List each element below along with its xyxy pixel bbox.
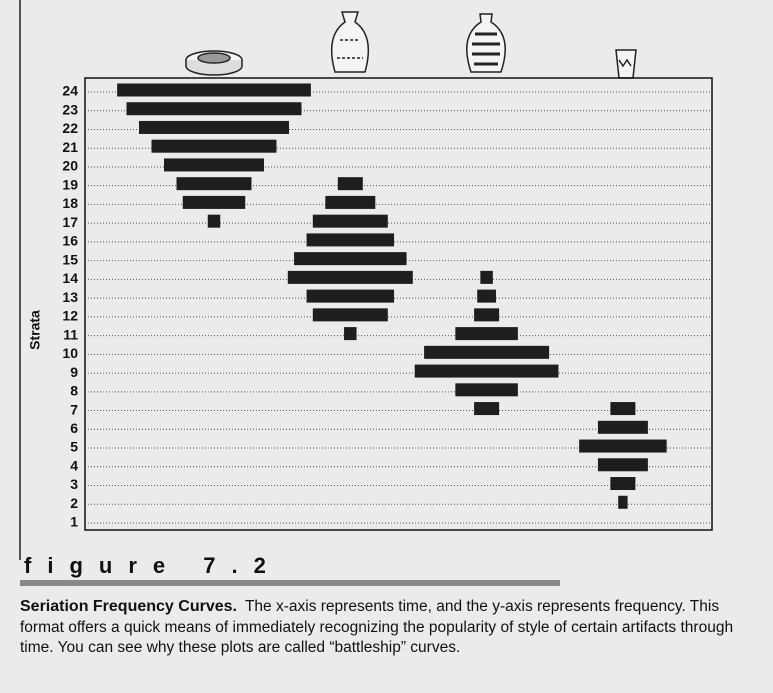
y-tick-label: 3	[70, 476, 78, 492]
bar	[294, 252, 407, 266]
caption-title: Seriation Frequency Curves.	[20, 598, 237, 615]
artifact-icons	[185, 11, 637, 79]
bar	[164, 158, 264, 172]
y-tick-label: 5	[70, 439, 78, 455]
y-tick-label: 16	[62, 233, 78, 249]
bar	[618, 495, 628, 509]
bar	[325, 195, 376, 209]
y-tick-label: 11	[63, 326, 78, 342]
bar	[455, 327, 518, 341]
y-tick-label: 22	[62, 120, 78, 136]
plot-frame	[84, 77, 713, 531]
figure-label: figure 7.2	[24, 553, 282, 578]
y-tick-label: 1	[70, 514, 78, 530]
bar	[344, 327, 357, 341]
bar	[306, 233, 395, 247]
bar	[312, 214, 388, 228]
bar	[414, 364, 559, 378]
bar	[597, 458, 648, 472]
bar	[126, 102, 302, 116]
y-tick-label: 9	[70, 364, 78, 380]
bar	[597, 420, 648, 434]
bar	[477, 289, 496, 303]
y-tick-label: 2	[70, 495, 78, 511]
bar	[610, 477, 636, 491]
bar	[474, 402, 500, 416]
y-tick-label: 24	[62, 83, 78, 99]
y-tick-label: 13	[62, 289, 78, 305]
bar	[151, 139, 277, 153]
y-tick-label: 10	[62, 345, 78, 361]
bar	[182, 195, 246, 209]
bar	[455, 383, 518, 397]
y-tick-label: 15	[62, 251, 78, 267]
caption-text: The x-axis represents time, and the y-ax…	[20, 598, 734, 656]
bar	[424, 345, 550, 359]
bar	[312, 308, 388, 322]
y-tick-label: 6	[70, 420, 78, 436]
y-tick-label: 4	[70, 457, 78, 473]
y-tick-label: 12	[62, 308, 78, 324]
y-tick-label: 14	[62, 270, 78, 286]
y-tick-label: 17	[62, 214, 78, 230]
bar	[474, 308, 500, 322]
bar	[207, 214, 221, 228]
y-tick-label: 8	[70, 383, 78, 399]
y-tick-label: 20	[62, 158, 78, 174]
y-tick-label: 23	[62, 101, 78, 117]
bar	[579, 439, 667, 453]
bar	[117, 83, 311, 97]
y-tick-label: 18	[62, 195, 78, 211]
figure-rule	[20, 580, 560, 586]
bar	[337, 177, 363, 191]
y-axis-label: Strata	[27, 310, 43, 350]
bar	[480, 270, 493, 284]
bar	[610, 402, 636, 416]
caption: Seriation Frequency Curves. The x-axis re…	[20, 597, 760, 659]
chart: Strata 123456789101112131415161718192021…	[19, 0, 713, 586]
bar	[287, 270, 413, 284]
y-tick-label: 7	[70, 401, 78, 417]
bar	[139, 120, 289, 134]
bar	[176, 177, 252, 191]
y-tick-label: 21	[62, 139, 78, 155]
bar	[306, 289, 395, 303]
y-tick-label: 19	[62, 176, 78, 192]
